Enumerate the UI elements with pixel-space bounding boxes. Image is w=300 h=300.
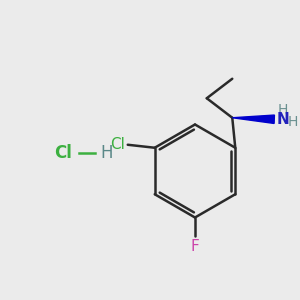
Text: H: H — [278, 103, 288, 117]
Text: H: H — [288, 115, 298, 129]
Text: Cl: Cl — [54, 144, 72, 162]
Polygon shape — [232, 115, 274, 123]
Text: H: H — [100, 144, 113, 162]
Text: F: F — [190, 239, 200, 254]
Text: Cl: Cl — [110, 137, 125, 152]
Text: N: N — [277, 112, 290, 127]
